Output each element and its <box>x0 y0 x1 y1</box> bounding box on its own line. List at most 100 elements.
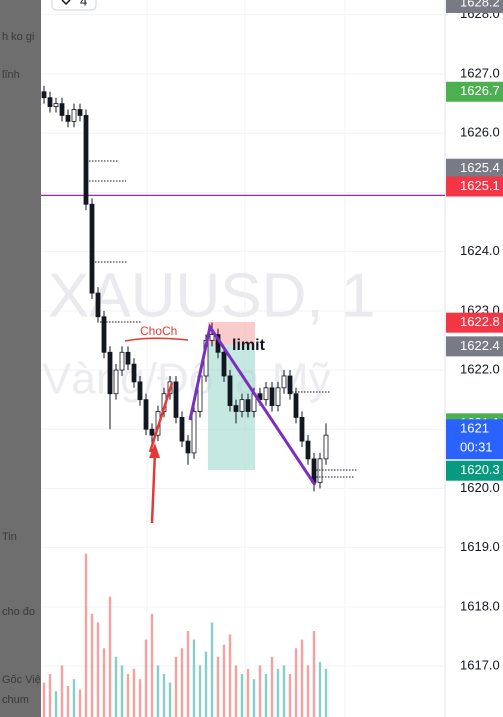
volume-bar <box>144 639 148 717</box>
choch-line <box>124 337 189 342</box>
volume-bar <box>126 674 130 717</box>
volume-bar <box>300 639 304 717</box>
limit-label: limit <box>232 337 266 354</box>
volume-bar <box>72 679 76 717</box>
volume-bar <box>228 634 232 717</box>
candle-body <box>71 109 77 122</box>
legend-chip[interactable] <box>51 0 97 11</box>
y-tick-label: 1617.0 <box>460 658 500 673</box>
chevron <box>61 0 71 6</box>
volume-bar <box>42 682 46 717</box>
volume-bar <box>138 679 142 717</box>
choch-label: ChoCh <box>140 324 177 338</box>
candle-body <box>281 375 287 389</box>
candle-body <box>221 351 227 377</box>
candle-body <box>245 399 251 412</box>
legend-count: 4 <box>80 0 87 8</box>
volume-bar <box>96 622 100 717</box>
candle-body <box>299 417 305 442</box>
price-badge <box>446 0 503 13</box>
price-badge <box>446 336 503 357</box>
volume-bar <box>204 651 208 717</box>
volume-bar <box>66 686 70 717</box>
price-badge <box>446 312 503 333</box>
candle-body <box>317 458 323 483</box>
candle-body <box>173 381 179 418</box>
price-badge <box>446 176 503 197</box>
candle-body <box>209 334 215 341</box>
volume-bar <box>60 665 64 717</box>
volume-bar <box>276 668 280 717</box>
volume-bar <box>114 656 118 717</box>
y-tick-label: 1619.0 <box>460 539 500 554</box>
candle-body <box>149 428 155 436</box>
volume-bar <box>198 665 202 717</box>
candle-body <box>191 411 197 454</box>
volume-bar <box>108 596 112 717</box>
candle-body <box>131 363 137 383</box>
sidebar-text: cho đo <box>2 606 35 618</box>
candle-body <box>275 387 281 406</box>
volume-bar <box>312 631 316 717</box>
sidebar-text: h ko gi <box>2 31 34 43</box>
price-badge-label: 1620.3 <box>460 462 500 477</box>
y-tick-label: 1624.0 <box>460 243 500 258</box>
volume-bar <box>270 656 274 717</box>
y-tick-label: 1627.0 <box>460 65 500 80</box>
candle-body <box>119 351 125 371</box>
candle-body <box>263 387 269 401</box>
volume-bar <box>288 674 292 717</box>
sidebar-text: Tin <box>2 531 17 543</box>
sidebar-overlay <box>0 0 41 717</box>
candle-body <box>179 417 185 442</box>
price-badge-label: 1626.7 <box>460 83 500 98</box>
candle-body <box>287 375 293 395</box>
candle-body <box>89 203 95 294</box>
candle-body <box>185 440 191 454</box>
volume-bar <box>162 674 166 717</box>
volume-bar <box>48 674 52 717</box>
volume-bar <box>222 644 226 717</box>
volume-bar <box>246 668 250 717</box>
volume-bar <box>120 665 124 717</box>
arrow-head <box>149 443 160 458</box>
price-badge <box>446 81 503 102</box>
swing-line <box>148 382 174 453</box>
y-tick-label: 1626.0 <box>460 125 500 140</box>
volume-bar <box>78 689 82 717</box>
volume-bar <box>216 656 220 717</box>
candle-body <box>143 399 149 430</box>
volume-bar <box>132 668 136 717</box>
price-badge-label: 1622.8 <box>460 314 500 329</box>
volume-bar <box>294 648 298 717</box>
volume-bar <box>324 668 328 717</box>
volume-bar <box>210 622 214 717</box>
volume-bar <box>258 665 262 717</box>
sidebar: h ko gi lĩnh Tin cho đo Gốc Việ chum <box>2 31 41 706</box>
volume-bar <box>192 639 196 717</box>
candle-body <box>305 440 311 460</box>
volume-bar <box>306 665 310 717</box>
y-tick-label: 1620.0 <box>460 480 500 495</box>
volume <box>42 553 328 717</box>
candle-body <box>101 316 107 353</box>
volume-bar <box>180 648 184 717</box>
levels <box>86 160 358 478</box>
candle-body <box>137 381 143 401</box>
price-badge-label: 1628.2 <box>460 0 500 9</box>
price-badge <box>446 460 503 481</box>
candle-body <box>41 91 47 99</box>
price-badge-label: 1625.4 <box>460 160 500 175</box>
candle-body <box>239 399 245 412</box>
candle-body <box>113 369 119 395</box>
candle-body <box>293 393 299 418</box>
volume-bar <box>174 656 178 717</box>
candle-body <box>125 351 131 365</box>
volume-bar <box>318 661 322 717</box>
candle-body <box>77 109 83 116</box>
volume-bar <box>84 553 88 717</box>
zigzag <box>188 323 317 486</box>
candle-body <box>269 387 275 406</box>
candle-body <box>65 115 71 122</box>
